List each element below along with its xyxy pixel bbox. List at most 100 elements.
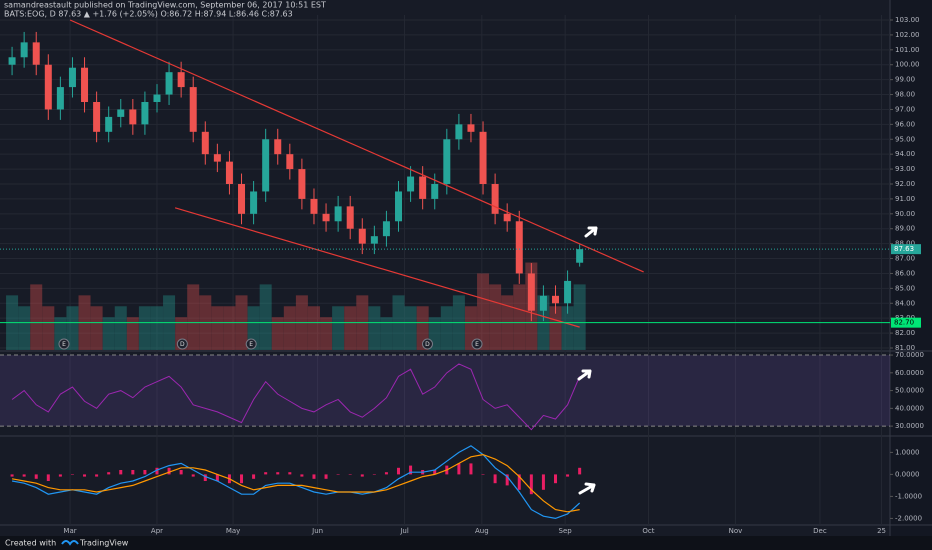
histogram-bar xyxy=(409,465,413,475)
x-tick-label: 25 xyxy=(877,527,886,535)
volume-bar xyxy=(90,306,103,350)
volume-bar xyxy=(283,306,296,350)
logo xyxy=(61,540,79,546)
y-tick-label: 87.00 xyxy=(895,255,915,263)
volume-bar xyxy=(42,306,55,350)
y-tick-label: 101.00 xyxy=(895,46,920,54)
volume-bar xyxy=(126,317,139,350)
candle-body xyxy=(407,176,415,192)
y-tick-label: 93.00 xyxy=(895,165,915,173)
candle-body xyxy=(8,57,16,65)
y-tick-label: 99.00 xyxy=(895,76,915,84)
footer-created: Created with xyxy=(5,539,56,548)
candle-body xyxy=(117,109,125,117)
histogram-bar xyxy=(119,470,123,475)
x-tick-label: Sep xyxy=(559,527,573,535)
volume-bar xyxy=(138,306,151,350)
y-tick-label: 95.00 xyxy=(895,135,915,143)
price-axis-bg xyxy=(890,0,932,536)
histogram-bar xyxy=(541,474,545,490)
candle-body xyxy=(177,72,185,88)
volume-bar xyxy=(477,273,490,350)
candle-body xyxy=(551,295,559,304)
candle-body xyxy=(189,87,197,132)
volume-bar xyxy=(247,306,260,350)
level-label: 82.70 xyxy=(894,319,914,327)
y-tick-label: 91.00 xyxy=(895,195,915,203)
histogram-bar xyxy=(107,472,111,475)
candle-body xyxy=(225,161,233,184)
y-tick-label: -2.0000 xyxy=(895,514,922,522)
event-label: E xyxy=(249,341,253,348)
event-marker xyxy=(176,338,188,350)
candle-body xyxy=(358,228,366,244)
volume-bar xyxy=(320,317,333,350)
volume-bar xyxy=(549,306,562,350)
y-tick-label: 60.0000 xyxy=(895,369,924,377)
candle-body xyxy=(201,131,209,155)
trendline xyxy=(69,19,644,273)
volume-bar xyxy=(513,284,526,350)
volume-bar xyxy=(187,284,200,350)
candle-body xyxy=(250,191,258,214)
histogram-bar xyxy=(22,474,26,477)
macd-line xyxy=(11,453,580,513)
footer-brand: TradingView xyxy=(79,539,129,548)
histogram-bar xyxy=(312,474,316,479)
candle-body xyxy=(395,191,403,222)
x-tick-label: Apr xyxy=(151,527,163,535)
volume-bar xyxy=(404,306,417,350)
y-tick-label: 102.00 xyxy=(895,31,920,39)
x-tick-label: Jul xyxy=(399,527,409,535)
header-line1: samandreastault published on TradingView… xyxy=(4,1,326,10)
volume-bar xyxy=(150,306,163,350)
y-tick-label: -1.0000 xyxy=(895,492,922,500)
y-tick-label: 100.00 xyxy=(895,61,920,69)
event-label: E xyxy=(62,341,66,348)
y-tick-label: 94.00 xyxy=(895,150,915,158)
arrows xyxy=(577,226,598,495)
histogram-bar xyxy=(58,474,62,477)
volume-bar xyxy=(344,306,357,350)
candle-body xyxy=(479,131,487,184)
rsi-band xyxy=(0,355,890,427)
histogram-bar xyxy=(167,467,171,475)
x-tick-label: Oct xyxy=(642,527,654,535)
histogram-bar xyxy=(191,474,195,477)
histogram-bar xyxy=(517,474,521,490)
candle-body xyxy=(503,213,511,222)
histogram-bar xyxy=(179,470,183,475)
histogram-bar xyxy=(457,463,461,475)
histogram-bar xyxy=(10,474,14,477)
histogram-bar xyxy=(34,474,38,479)
candle-body xyxy=(56,87,64,110)
event-marker xyxy=(421,338,433,350)
volume-bar xyxy=(307,306,320,350)
candle-body xyxy=(527,273,535,311)
candle-body xyxy=(455,124,463,140)
histogram-bar xyxy=(529,474,533,495)
volume-bar xyxy=(368,306,381,350)
event-label: D xyxy=(425,341,430,348)
candle-body xyxy=(443,139,451,184)
y-tick-label: 30.0000 xyxy=(895,422,924,430)
histogram-bar xyxy=(433,470,437,475)
candle-body xyxy=(419,176,427,199)
histogram-bar xyxy=(240,474,244,484)
x-tick-label: Jun xyxy=(311,527,323,535)
histogram-bar xyxy=(566,474,570,477)
y-tick-label: 96.00 xyxy=(895,120,915,128)
y-tick-label: 40.0000 xyxy=(895,404,924,412)
arrow xyxy=(584,226,598,238)
candle-body xyxy=(334,206,342,222)
volume-bar xyxy=(114,306,127,350)
histogram-bar xyxy=(493,474,497,484)
volume-bar xyxy=(259,284,272,350)
volume-bar xyxy=(440,306,453,350)
histogram-bar xyxy=(348,474,352,475)
histogram-bar xyxy=(131,470,135,475)
x-tick-label: Nov xyxy=(729,527,743,535)
volume-bar xyxy=(211,306,224,350)
volume-bar xyxy=(489,284,502,350)
